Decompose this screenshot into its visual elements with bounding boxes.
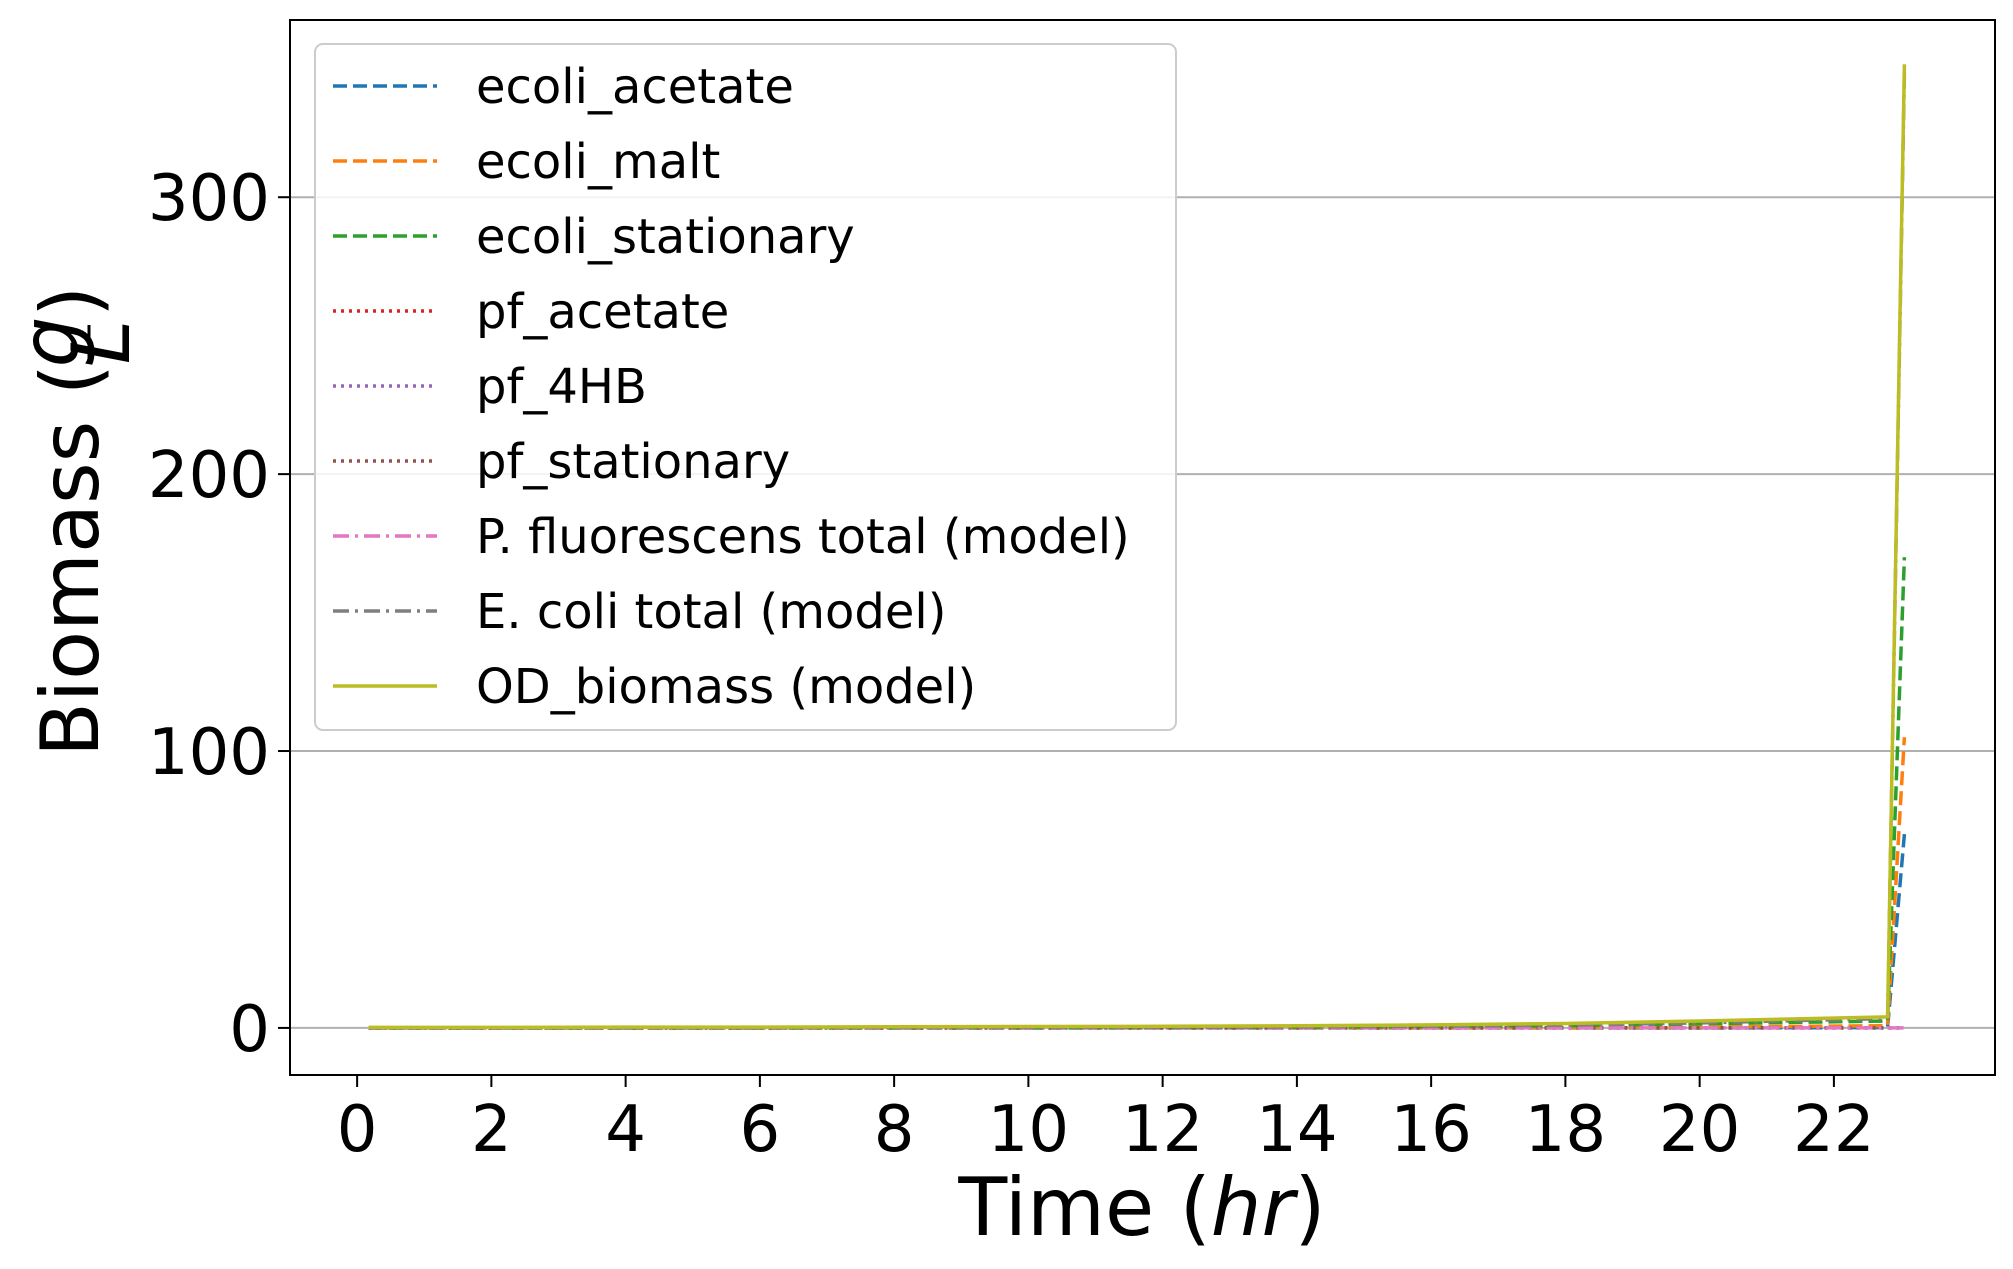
x-tick-label: 16 xyxy=(1390,1093,1471,1167)
x-tick-label: 6 xyxy=(740,1093,781,1167)
legend-label: P. fluorescens total (model) xyxy=(476,509,1130,565)
x-tick-label: 8 xyxy=(874,1093,915,1167)
y-axis-ticks: 0 100 200 300 xyxy=(148,162,290,1067)
legend-label: ecoli_stationary xyxy=(476,209,855,265)
legend-label: ecoli_acetate xyxy=(476,59,794,115)
svg-text:L: L xyxy=(55,320,148,365)
y-tick-label: 300 xyxy=(148,162,270,236)
series-line-od-biomass-model xyxy=(368,64,1907,1030)
legend: ecoli_acetate ecoli_malt ecoli_stationaryp… xyxy=(314,43,1177,731)
x-tick-label: 12 xyxy=(1122,1093,1203,1167)
x-tick-label: 22 xyxy=(1793,1093,1874,1167)
x-tick-label: 10 xyxy=(988,1093,1069,1167)
plot-series xyxy=(368,64,1907,1030)
x-tick-label: 2 xyxy=(471,1093,512,1167)
plot-area-frame xyxy=(289,19,1996,1076)
legend-box xyxy=(314,43,1177,731)
y-axis-label: Biomass ( g L ) xyxy=(4,286,148,757)
x-tick-label: 18 xyxy=(1525,1093,1606,1167)
x-tick-label: 14 xyxy=(1256,1093,1337,1167)
series-line-ecoli-acetate xyxy=(368,833,1907,1030)
x-tick-label: 20 xyxy=(1659,1093,1740,1167)
y-tick-label: 100 xyxy=(148,716,270,790)
legend-label: pf_4HB xyxy=(476,359,647,415)
x-tick-label: 0 xyxy=(337,1093,378,1167)
x-axis-label: Time (hr) xyxy=(957,1161,1325,1254)
legend-label: ecoli_malt xyxy=(476,134,720,190)
svg-text:g: g xyxy=(4,317,97,368)
x-axis-ticks: 0 2 4 6 8 10 12 14 16 18 20 22 xyxy=(337,1075,1875,1167)
legend-label: pf_acetate xyxy=(476,284,729,340)
series-line-ecoli-stationary xyxy=(368,557,1907,1030)
x-tick-label: 4 xyxy=(605,1093,646,1167)
y-tick-label: 0 xyxy=(229,993,270,1067)
legend-label: E. coli total (model) xyxy=(476,584,946,640)
y-tick-label: 200 xyxy=(148,439,270,513)
svg-text:Biomass (: Biomass ( xyxy=(24,364,117,757)
svg-text:): ) xyxy=(24,286,117,317)
legend-label: pf_stationary xyxy=(476,434,790,490)
series-line-ecoli-malt xyxy=(368,737,1907,1030)
legend-label: OD_biomass (model) xyxy=(476,659,976,715)
